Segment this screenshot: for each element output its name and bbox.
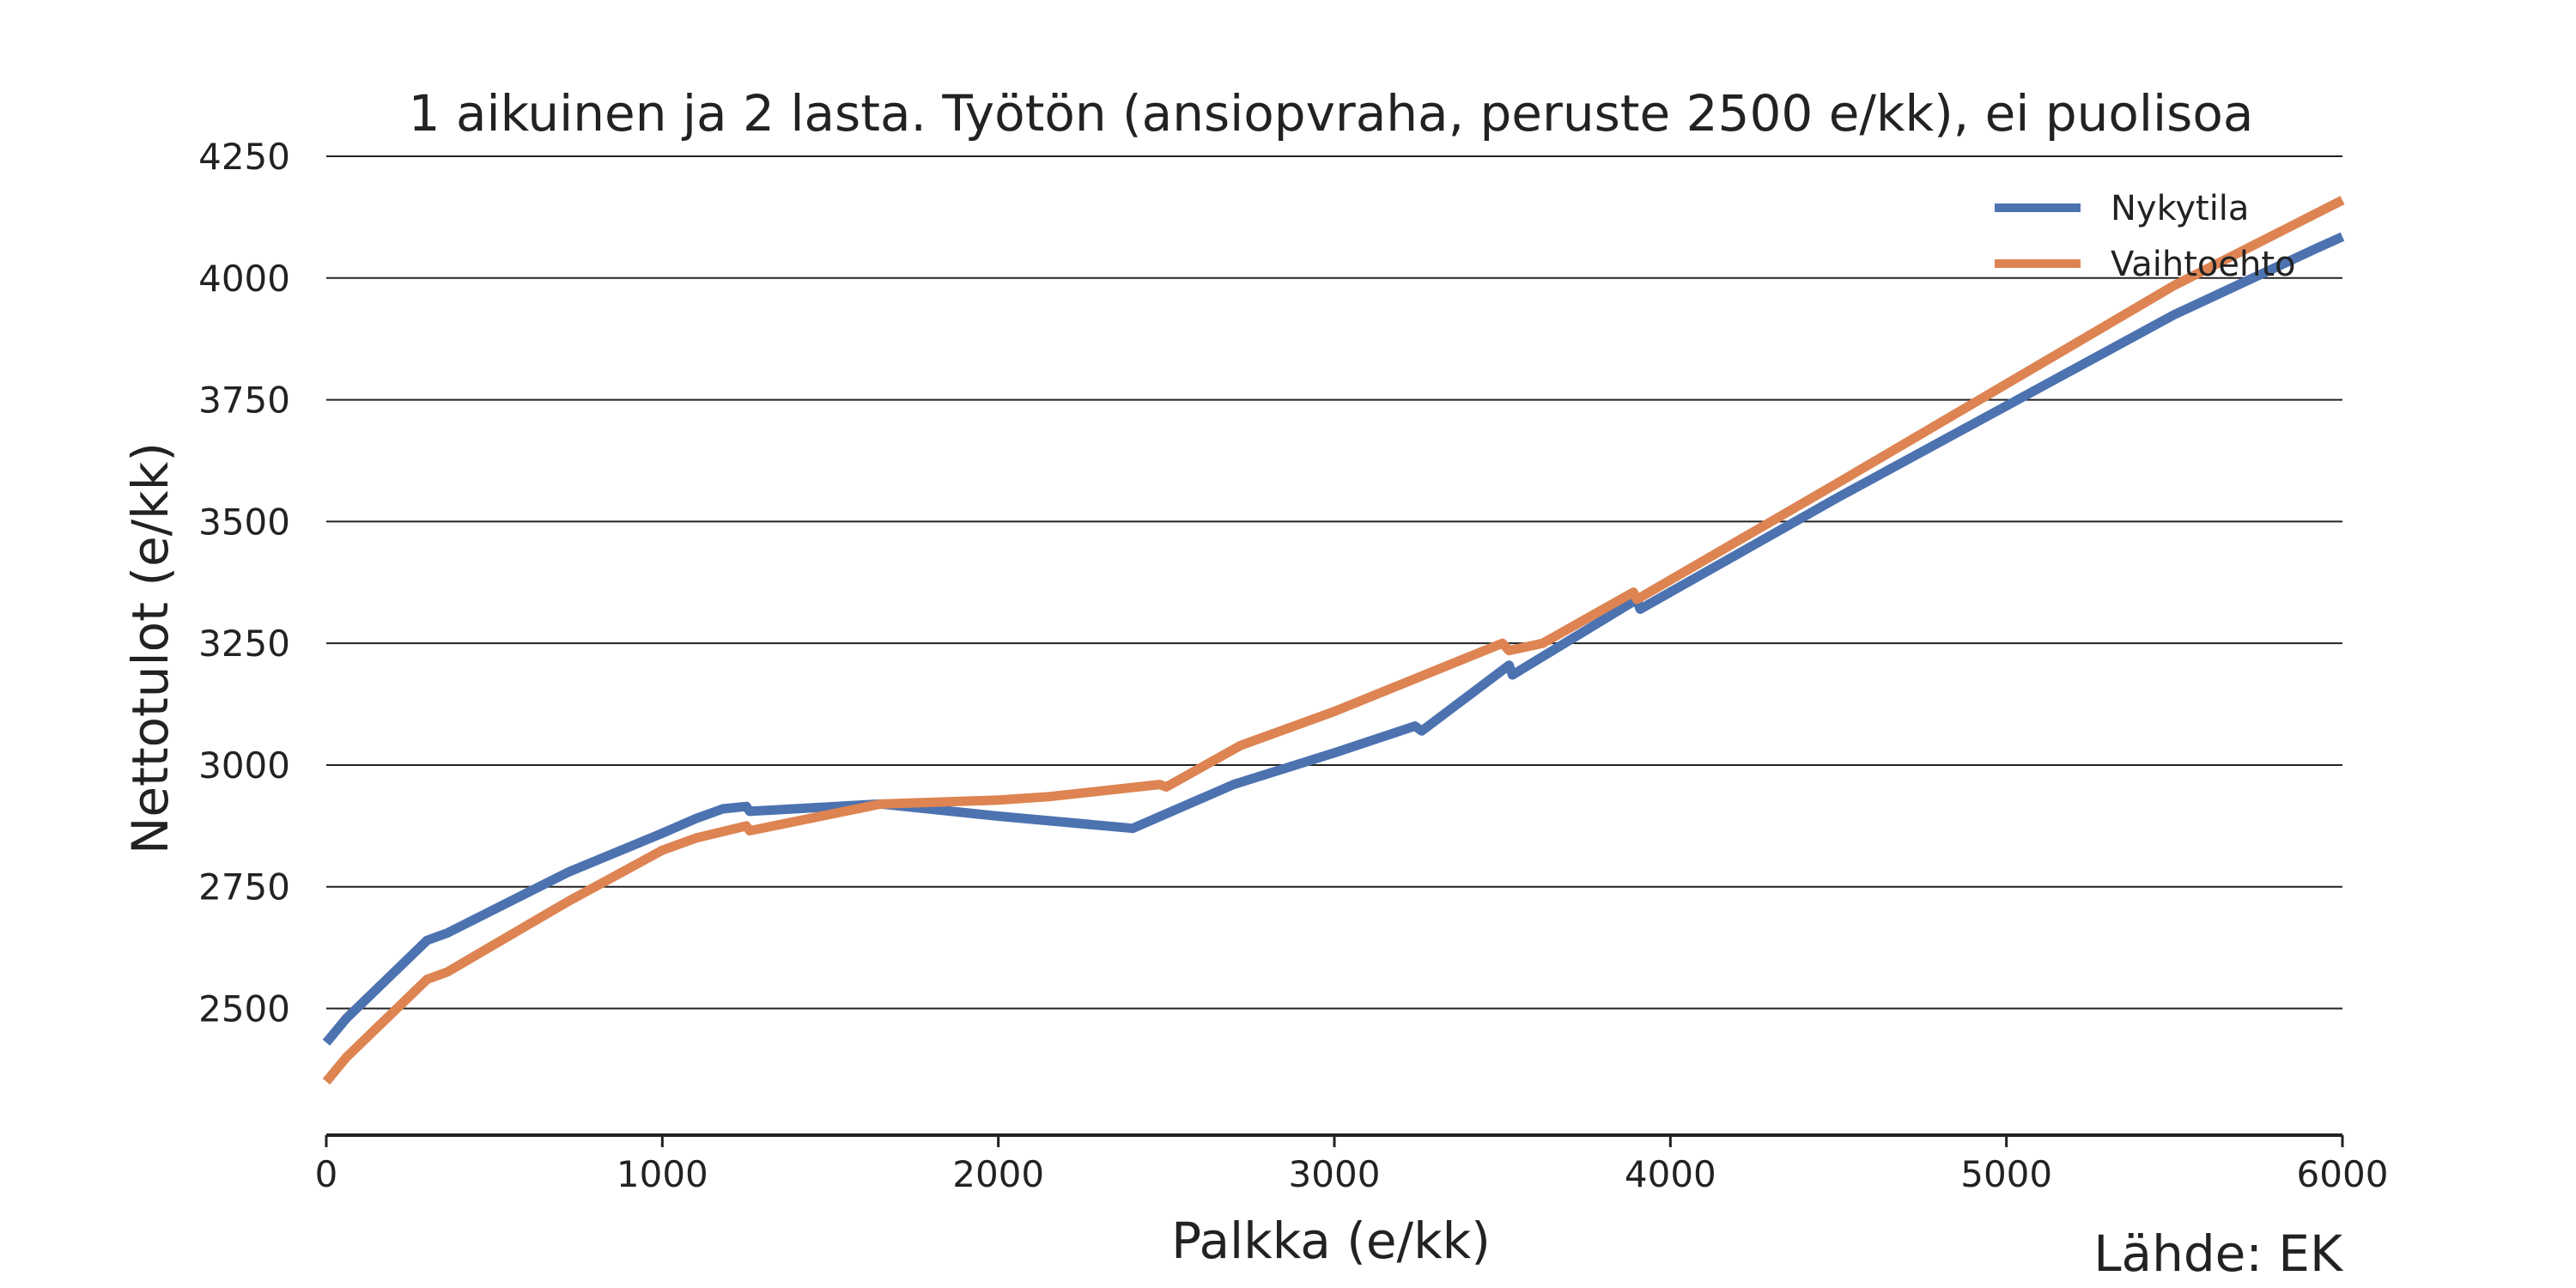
y-tick-label: 3250 <box>198 623 290 665</box>
legend-label-nykytila: Nykytila <box>2111 189 2249 228</box>
y-tick-label: 2500 <box>198 988 290 1030</box>
series-line-vaihtoehto <box>322 196 2345 1085</box>
y-axis-title: Nettotulot (e/kk) <box>121 442 179 854</box>
y-tick-label: 2750 <box>198 866 290 908</box>
chart-title: 1 aikuinen ja 2 lasta. Työtön (ansiopvra… <box>409 84 2254 143</box>
y-tick-label: 4250 <box>198 136 290 178</box>
x-tick-label: 1000 <box>617 1153 708 1195</box>
y-axis-ticks: 2500 2750 3000 3250 3500 3750 4000 4250 <box>198 136 290 1030</box>
source-label: Lähde: EK <box>2093 1224 2344 1283</box>
y-tick-label: 3000 <box>198 744 290 787</box>
x-axis-ticks: 0 1000 2000 3000 4000 5000 6000 <box>315 1135 2389 1195</box>
x-tick-label: 2000 <box>952 1153 1044 1195</box>
legend: Nykytila Vaihtoehto <box>1995 189 2296 284</box>
x-axis-title: Palkka (e/kk) <box>1171 1212 1491 1270</box>
y-tick-label: 3500 <box>198 501 290 543</box>
x-tick-label: 4000 <box>1625 1153 1716 1195</box>
y-tick-label: 3750 <box>198 380 290 422</box>
x-tick-label: 6000 <box>2297 1153 2389 1195</box>
x-tick-label: 5000 <box>1960 1153 2052 1195</box>
y-tick-label: 4000 <box>198 258 290 300</box>
legend-label-vaihtoehto: Vaihtoehto <box>2111 245 2296 284</box>
series-line-nykytila <box>322 232 2345 1046</box>
x-tick-label: 3000 <box>1289 1153 1381 1195</box>
grid-lines <box>326 155 2342 1010</box>
x-tick-label: 0 <box>315 1153 338 1195</box>
series-layer <box>322 196 2345 1085</box>
